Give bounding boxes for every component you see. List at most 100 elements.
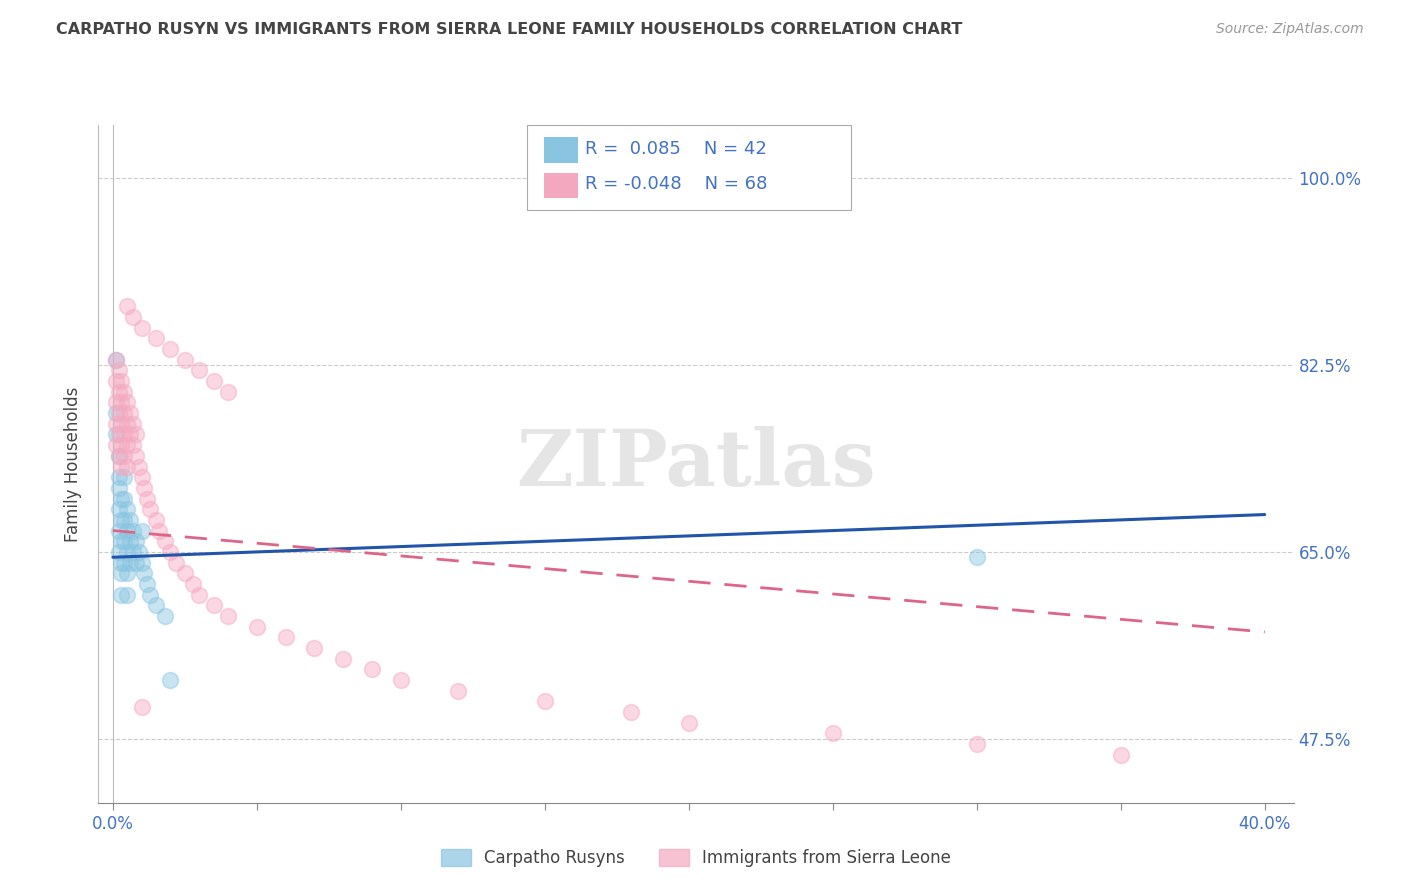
Point — [107, 481, 129, 495]
Point — [122, 417, 145, 431]
Point — [125, 449, 148, 463]
Point — [159, 342, 181, 356]
Point — [112, 449, 135, 463]
Point — [246, 620, 269, 634]
Point — [620, 705, 643, 719]
Point — [139, 502, 162, 516]
Point — [112, 556, 135, 570]
Point — [159, 545, 181, 559]
Point — [104, 406, 127, 420]
Point — [104, 427, 127, 442]
Point — [153, 609, 176, 624]
Point — [112, 470, 135, 484]
Point — [120, 406, 142, 420]
Point — [332, 651, 354, 665]
Point — [107, 449, 129, 463]
Point — [120, 534, 142, 549]
Point — [115, 566, 138, 581]
Point — [136, 491, 159, 506]
Point — [145, 513, 167, 527]
Point — [145, 331, 167, 345]
Point — [128, 545, 150, 559]
Point — [107, 363, 129, 377]
Text: CARPATHO RUSYN VS IMMIGRANTS FROM SIERRA LEONE FAMILY HOUSEHOLDS CORRELATION CHA: CARPATHO RUSYN VS IMMIGRANTS FROM SIERRA… — [56, 22, 963, 37]
Point — [966, 737, 988, 751]
Point — [115, 524, 138, 538]
Point — [104, 438, 127, 452]
Point — [107, 524, 129, 538]
Point — [107, 449, 129, 463]
Point — [107, 406, 129, 420]
Point — [110, 417, 132, 431]
Point — [274, 630, 297, 644]
Point — [120, 427, 142, 442]
Point — [533, 694, 555, 708]
Point — [217, 384, 239, 399]
Point — [110, 374, 132, 388]
Point — [112, 513, 135, 527]
Point — [131, 699, 153, 714]
Point — [202, 374, 225, 388]
Point — [1109, 747, 1132, 762]
Point — [122, 545, 145, 559]
Point — [107, 545, 129, 559]
Point — [110, 566, 132, 581]
Point — [112, 534, 135, 549]
Text: R = -0.048    N = 68: R = -0.048 N = 68 — [585, 176, 768, 194]
Point — [110, 459, 132, 474]
Point — [104, 352, 127, 367]
Point — [110, 588, 132, 602]
Point — [361, 662, 384, 676]
Point — [125, 556, 148, 570]
Point — [112, 406, 135, 420]
Point — [115, 502, 138, 516]
Point — [131, 320, 153, 334]
Point — [134, 481, 156, 495]
Point — [112, 491, 135, 506]
Point — [107, 427, 129, 442]
Point — [120, 556, 142, 570]
Point — [202, 599, 225, 613]
Point — [104, 352, 127, 367]
Point — [112, 384, 135, 399]
Point — [104, 395, 127, 409]
Point — [148, 524, 170, 538]
Point — [125, 534, 148, 549]
Point — [110, 438, 132, 452]
Point — [678, 715, 700, 730]
Point — [136, 577, 159, 591]
Point — [110, 556, 132, 570]
Point — [110, 395, 132, 409]
Point — [188, 363, 211, 377]
Text: Source: ZipAtlas.com: Source: ZipAtlas.com — [1216, 22, 1364, 37]
Point — [966, 550, 988, 565]
Point — [110, 513, 132, 527]
Point — [173, 566, 195, 581]
Point — [145, 599, 167, 613]
Point — [131, 470, 153, 484]
Point — [128, 459, 150, 474]
Point — [217, 609, 239, 624]
Point — [183, 577, 205, 591]
Point — [159, 673, 181, 687]
Point — [122, 438, 145, 452]
Text: R =  0.085    N = 42: R = 0.085 N = 42 — [585, 140, 766, 158]
Point — [107, 502, 129, 516]
Point — [104, 374, 127, 388]
Point — [115, 417, 138, 431]
Point — [821, 726, 844, 740]
Point — [131, 524, 153, 538]
Point — [104, 417, 127, 431]
Point — [139, 588, 162, 602]
Legend: Carpatho Rusyns, Immigrants from Sierra Leone: Carpatho Rusyns, Immigrants from Sierra … — [433, 841, 959, 876]
Point — [447, 683, 470, 698]
Point — [110, 491, 132, 506]
Point — [134, 566, 156, 581]
Point — [165, 556, 187, 570]
Point — [115, 438, 138, 452]
Point — [304, 640, 326, 655]
Point — [153, 534, 176, 549]
Point — [115, 459, 138, 474]
Point — [107, 384, 129, 399]
Point — [115, 395, 138, 409]
